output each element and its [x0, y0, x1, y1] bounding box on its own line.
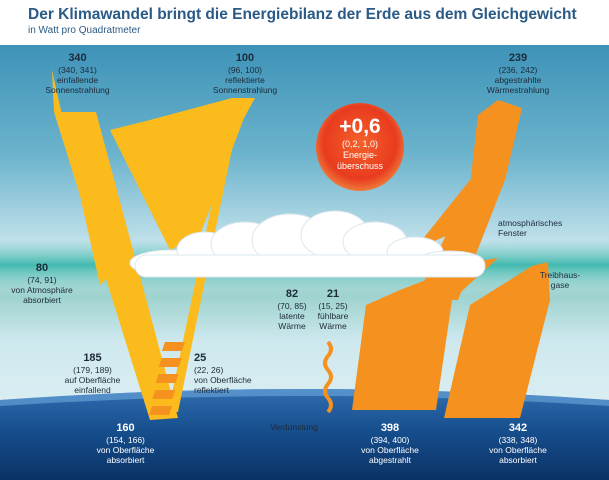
latent-heat-dash-2 — [158, 358, 182, 367]
solar-incoming-main — [54, 112, 178, 420]
page-title: Der Klimawandel bringt die Energiebilanz… — [28, 6, 577, 23]
latent-heat-dash-5 — [149, 406, 173, 415]
latent-heat-dash-3 — [155, 374, 179, 383]
surface-emitted-arrow — [352, 258, 498, 410]
label-solar-reflected: 100 (96, 100) reflektierte Sonnenstrahlu… — [212, 52, 278, 95]
label-greenhouse-gases: Treibhaus- gase — [539, 270, 581, 290]
atmospheric-window-arrow — [414, 180, 478, 250]
solar-reflected-arrow — [110, 98, 244, 250]
label-surface-absorbed-back: 342 (338, 348) von Oberfläche absorbiert — [489, 422, 547, 465]
sensible-heat-wave — [323, 340, 333, 414]
page-subtitle: in Watt pro Quadratmeter — [28, 25, 141, 36]
label-surface-emitted: 398 (394, 400) von Oberfläche abgestrahl… — [361, 422, 419, 465]
label-atmospheric-window: atmosphärisches Fenster — [498, 218, 563, 238]
label-surface-reflected: 25 (22, 26) von Oberfläche reflektiert — [194, 352, 252, 395]
imbalance-value: +0,6 — [339, 115, 381, 138]
label-surface-absorbed-solar: 160 (154, 166) von Oberfläche absorbiert — [96, 422, 155, 465]
latent-heat-dash-4 — [152, 390, 176, 399]
solar-flows — [52, 70, 255, 420]
cloud — [129, 210, 486, 278]
label-surface-incident: 185 (179, 189) auf Oberfläche einfallend — [64, 352, 121, 395]
imbalance-badge-circle — [316, 103, 404, 191]
label-solar-in: 340 (340, 341) einfallende Sonnenstrahlu… — [45, 52, 110, 95]
back-radiation-arrow — [444, 262, 550, 418]
label-thermal-out: 239 (236, 242) abgestrahlte Wärmestrahlu… — [486, 52, 550, 95]
label-latent-heat: 82 (70, 85) latente Wärme — [277, 288, 307, 331]
label-sensible-heat: 21 (15, 25) fühlbare Wärme — [317, 288, 349, 331]
label-atmosphere-absorbed: 80 (74, 91) von Atmosphäre absorbiert — [11, 262, 73, 305]
label-evaporation: Verdunstung — [270, 422, 318, 432]
imbalance-badge: +0,6 (0,2, 1,0) Energie- überschuss — [318, 115, 402, 172]
latent-heat-dash-1 — [161, 342, 185, 351]
